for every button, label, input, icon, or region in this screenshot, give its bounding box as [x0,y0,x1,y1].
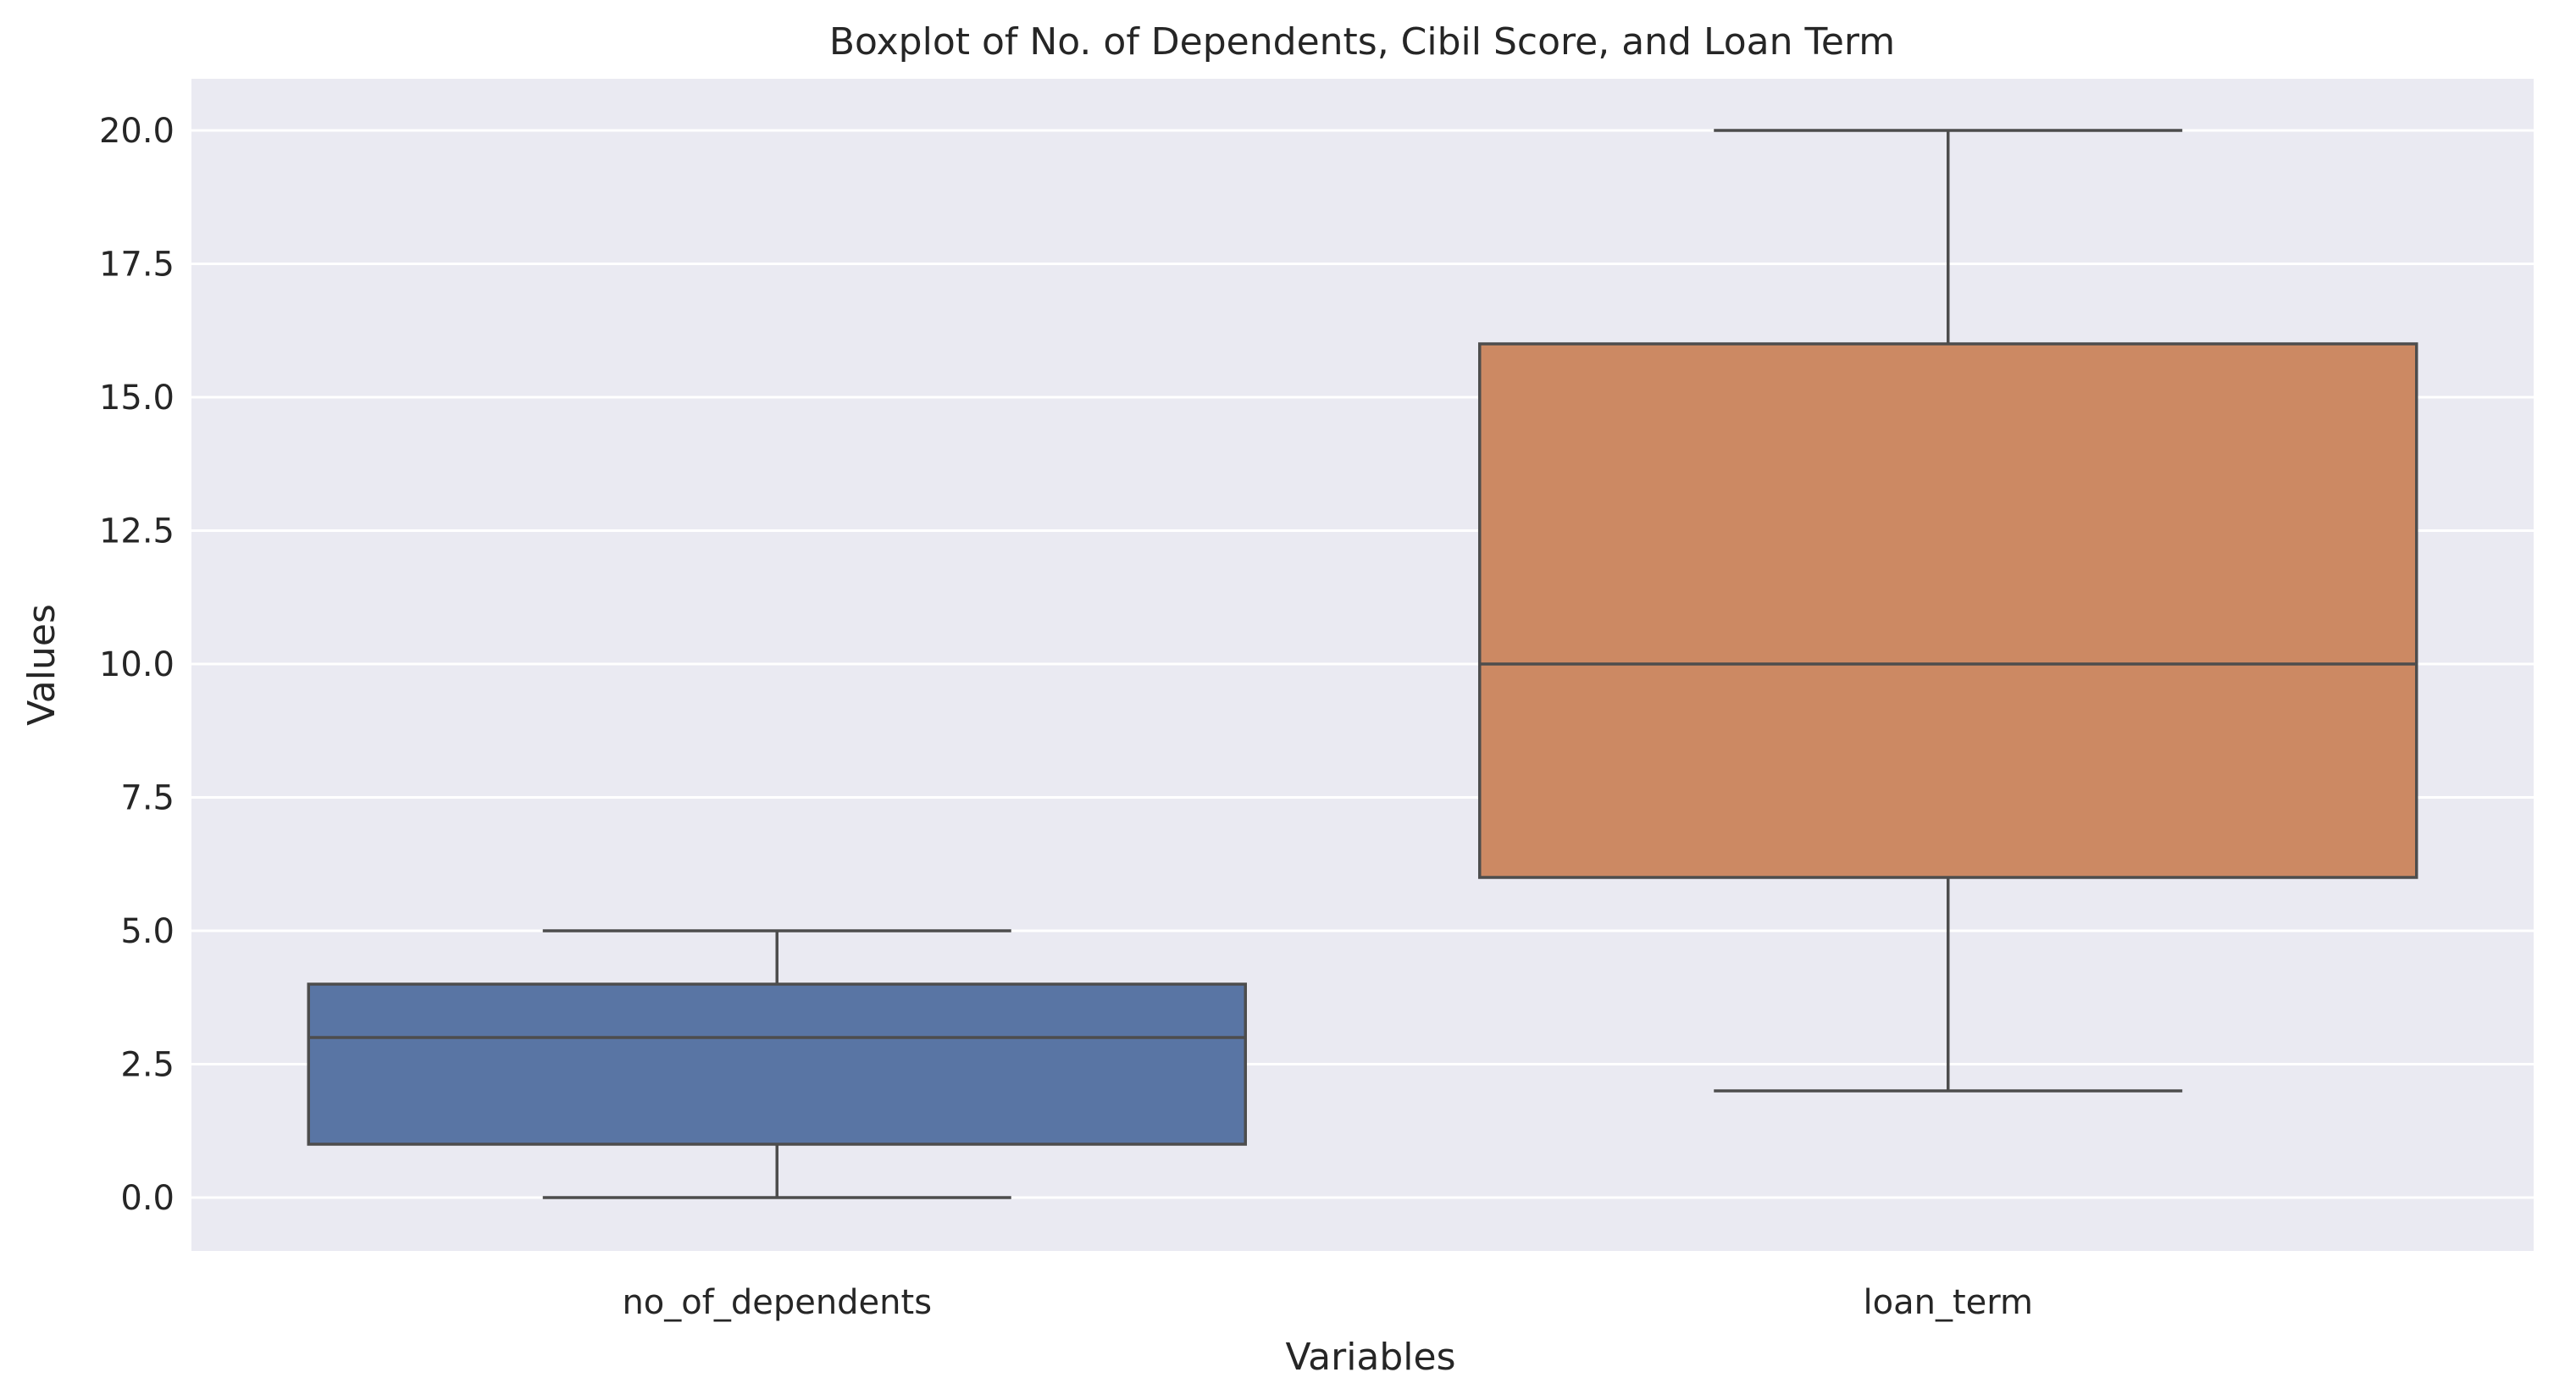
y-tick-label: 10.0 [99,645,175,684]
x-tick-label: no_of_dependents [622,1283,932,1322]
y-axis-ticks: 0.0 2.5 5.0 7.5 10.0 12.5 15.0 17.5 20.0 [99,112,175,1218]
y-tick-label: 12.5 [99,512,175,551]
box-loan_term [1478,129,2418,1093]
y-tick-label: 2.5 [120,1046,175,1085]
y-tick-label: 15.0 [99,379,175,418]
y-tick-label: 17.5 [99,246,175,285]
y-axis-label: Values [20,604,64,726]
boxes [307,129,2418,1199]
y-tick-label: 20.0 [99,112,175,151]
y-tick-label: 7.5 [120,779,175,818]
x-axis-label: Variables [1285,1336,1455,1379]
x-axis-ticks: no_of_dependents loan_term [622,1283,2033,1322]
y-tick-label: 0.0 [120,1179,175,1218]
y-tick-label: 5.0 [120,912,175,951]
iqr-box [307,982,1247,1146]
box-no_of_dependents [307,929,1247,1199]
chart-title: Boxplot of No. of Dependents, Cibil Scor… [829,20,1895,64]
iqr-box [1478,342,2418,879]
x-tick-label: loan_term [1864,1283,2033,1322]
